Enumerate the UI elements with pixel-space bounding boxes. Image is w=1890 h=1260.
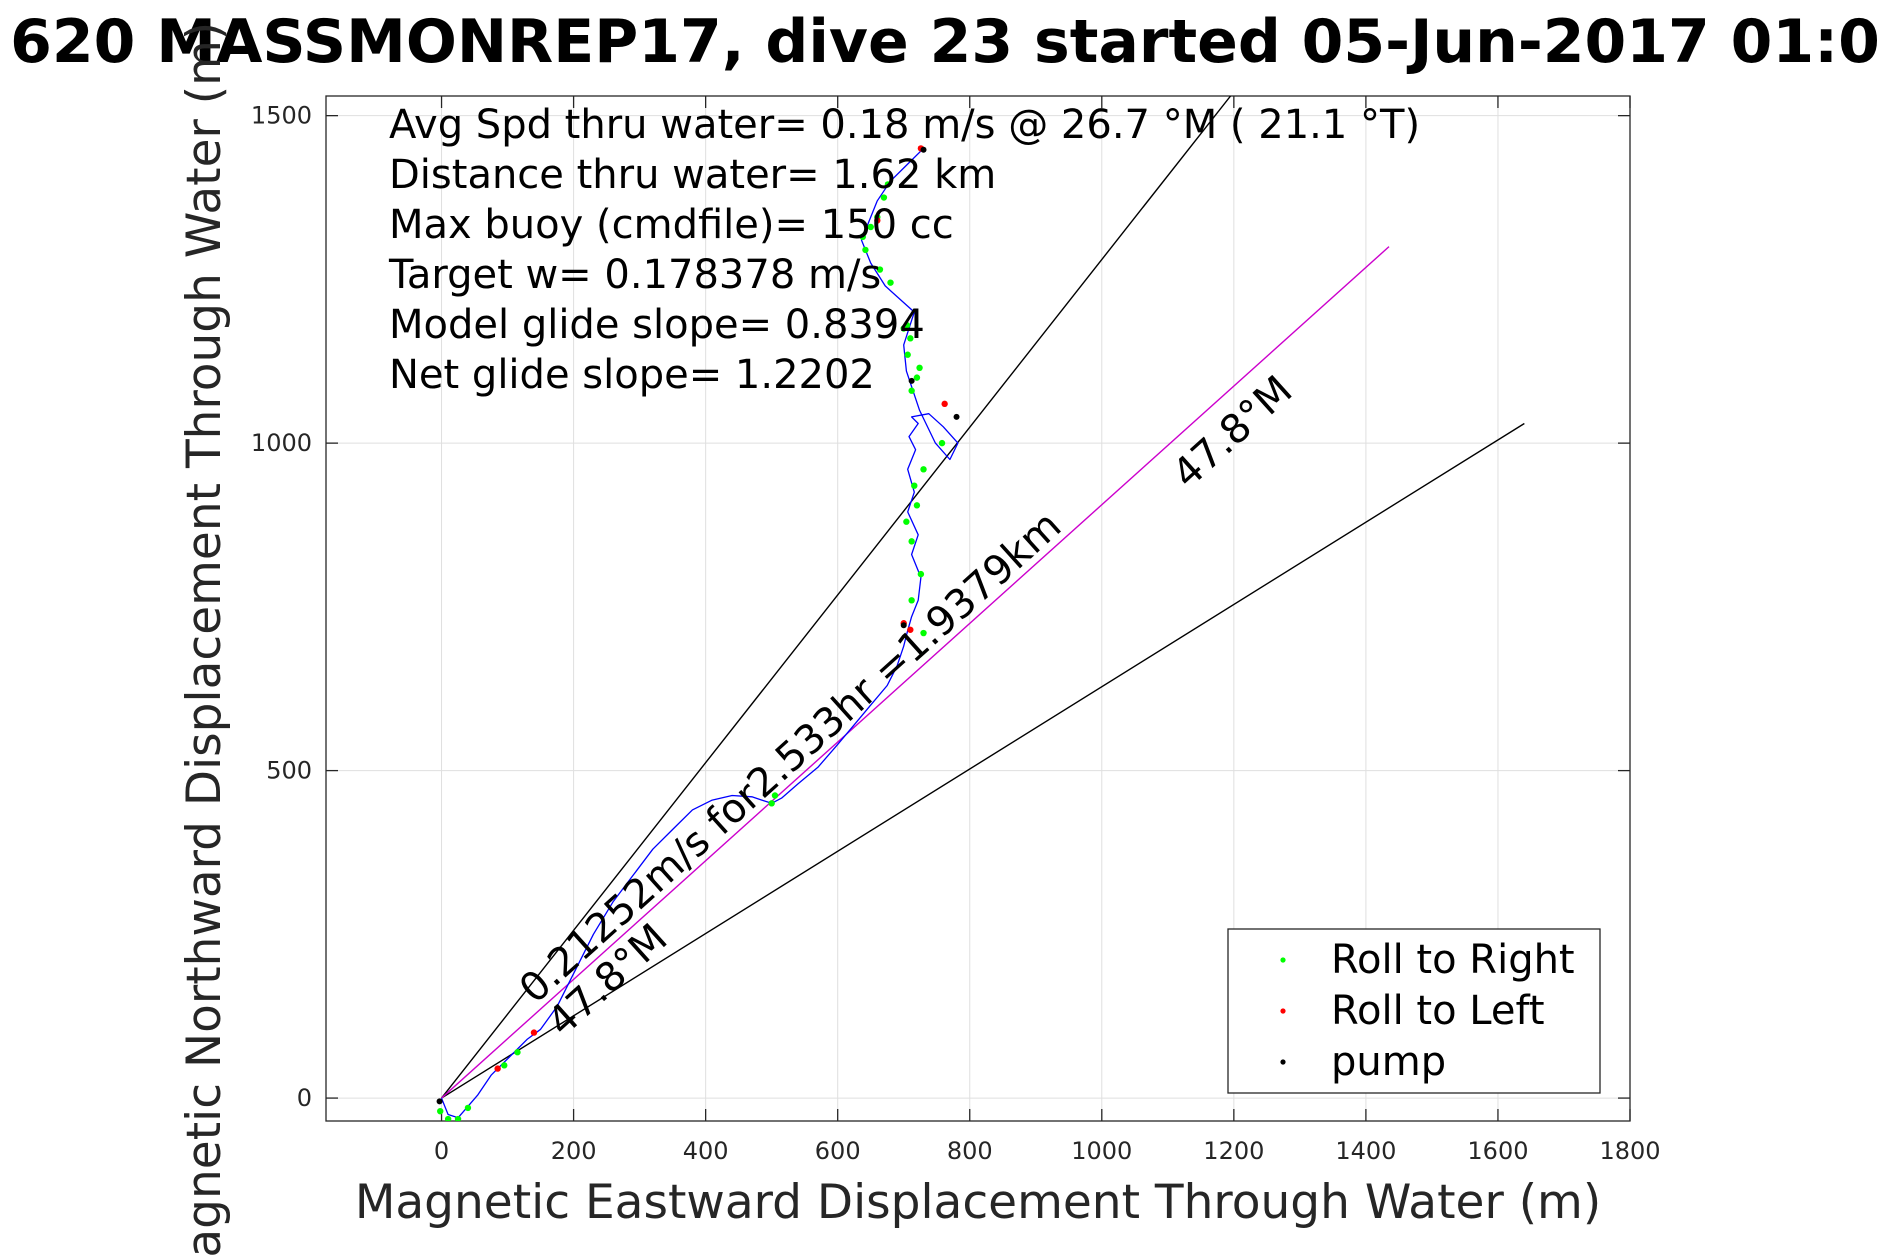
roll-right-point xyxy=(880,194,888,201)
roll-right-point xyxy=(903,518,910,525)
x-tick-labels: 0 200 400 600 800 1000 1200 1400 1600 1800 xyxy=(434,1137,1661,1165)
x-tick-label: 1000 xyxy=(1071,1137,1132,1165)
y-tick-labels: 0 500 1000 1500 xyxy=(251,102,312,1112)
roll-right-point xyxy=(904,351,911,358)
cone-line-right-bound xyxy=(441,422,1525,1099)
info-line: Distance thru water= 1.62 km xyxy=(389,152,996,198)
roll-right-point xyxy=(907,335,914,342)
plot-frame xyxy=(325,95,1631,1122)
roll-right-point xyxy=(771,792,779,799)
roll-right-point xyxy=(938,439,946,447)
legend-label-roll-right: Roll to Right xyxy=(1331,937,1575,983)
x-tick-label: 1400 xyxy=(1335,1137,1396,1165)
x-tick-label: 1600 xyxy=(1467,1137,1528,1165)
roll-right-point xyxy=(900,325,907,332)
info-block: Avg Spd thru water= 0.18 m/s @ 26.7 °M (… xyxy=(388,102,1420,398)
roll-left-point xyxy=(874,217,881,224)
x-tick-label: 800 xyxy=(947,1137,993,1165)
pump-point xyxy=(900,622,907,629)
roll-right-point xyxy=(437,1107,444,1115)
roll-right-point xyxy=(913,374,921,381)
y-tick-label: 500 xyxy=(266,757,312,785)
x-tick-label: 600 xyxy=(815,1137,861,1165)
roll-right-point xyxy=(454,1115,462,1121)
info-line: Net glide slope= 1.2202 xyxy=(389,352,875,398)
legend-marker-roll-left xyxy=(1280,1008,1286,1014)
roll-left-point xyxy=(907,626,914,633)
roll-right-point xyxy=(911,482,918,489)
y-axis-label: Magnetic Northward Displacement Through … xyxy=(177,22,232,1260)
roll-right-point xyxy=(916,364,923,372)
x-axis-label: Magnetic Eastward Displacement Through W… xyxy=(355,1175,1601,1230)
roll-right-point xyxy=(768,800,775,807)
y-tick-label: 1000 xyxy=(251,429,312,457)
roll-right-point xyxy=(908,387,915,394)
legend-box xyxy=(1227,928,1601,1094)
roll-right-point xyxy=(501,1062,508,1069)
cone-line-left-bound xyxy=(440,96,1232,1099)
roll-right-point xyxy=(444,1115,452,1121)
point-markers xyxy=(436,145,960,1121)
pump-point xyxy=(920,146,927,153)
roll-left-point xyxy=(530,1029,538,1036)
roll-right-point xyxy=(464,1104,472,1112)
roll-right-point xyxy=(862,246,869,254)
roll-right-point xyxy=(859,233,866,241)
pump-point xyxy=(908,377,915,384)
roll-right-point xyxy=(867,223,874,231)
info-line: Avg Spd thru water= 0.18 m/s @ 26.7 °M (… xyxy=(389,102,1420,148)
roll-left-point xyxy=(941,400,948,408)
roll-right-point xyxy=(876,266,884,273)
roll-right-point xyxy=(908,538,915,545)
x-tick-label: 0 xyxy=(434,1137,449,1165)
roll-right-point xyxy=(920,466,927,473)
roll-right-point xyxy=(913,502,921,509)
y-tick-label: 0 xyxy=(297,1084,312,1112)
cone-lines xyxy=(440,96,1525,1099)
legend-label-pump: pump xyxy=(1331,1039,1446,1085)
legend: Roll to Right Roll to Left pump xyxy=(1227,928,1601,1094)
legend-marker-roll-right xyxy=(1280,957,1286,963)
info-line: Max buoy (cmdfile)= 150 cc xyxy=(389,202,954,248)
legend-marker-pump xyxy=(1280,1059,1286,1065)
roll-left-point xyxy=(494,1065,501,1072)
pump-point xyxy=(953,413,960,420)
x-tick-label: 1800 xyxy=(1599,1137,1660,1165)
track-layer xyxy=(440,147,959,1119)
roll-right-point xyxy=(920,629,927,637)
roll-right-point xyxy=(917,570,925,578)
roll-right-point xyxy=(884,181,892,188)
info-line: Model glide slope= 0.8394 xyxy=(389,302,925,348)
info-line: Target w= 0.178378 m/s xyxy=(388,252,881,298)
y-tick-label: 1500 xyxy=(251,102,312,130)
chart-title: 620 MASSMONREP17, dive 23 started 05-Jun… xyxy=(10,7,1880,77)
x-tick-label: 1200 xyxy=(1203,1137,1264,1165)
roll-right-point xyxy=(514,1049,521,1056)
legend-label-roll-left: Roll to Left xyxy=(1331,988,1545,1034)
x-tick-label: 400 xyxy=(683,1137,729,1165)
x-tick-label: 200 xyxy=(551,1137,597,1165)
glider-track xyxy=(440,147,959,1119)
roll-right-point xyxy=(908,597,915,604)
cone-line-heading xyxy=(441,246,1390,1099)
pump-point xyxy=(436,1098,443,1105)
roll-right-point xyxy=(887,279,894,286)
